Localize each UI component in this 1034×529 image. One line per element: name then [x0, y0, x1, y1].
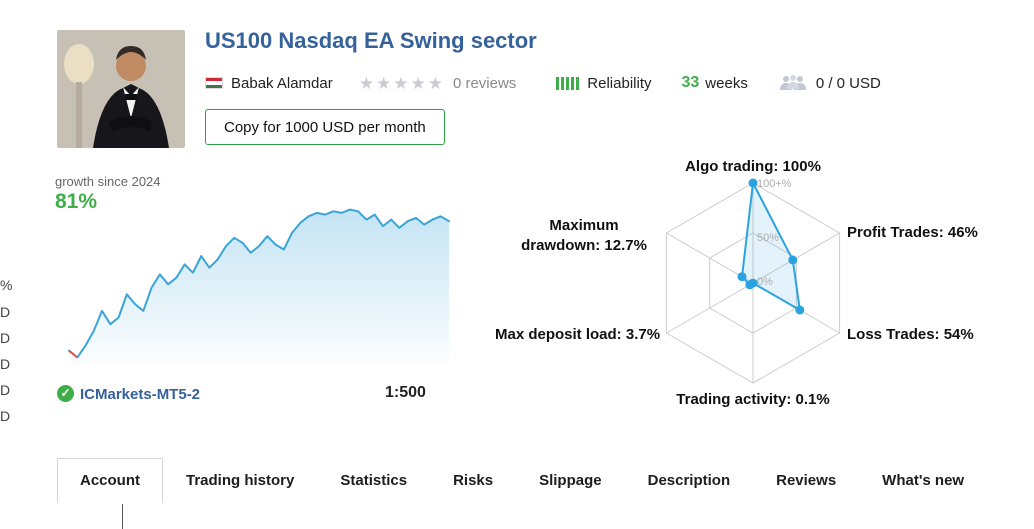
radar-ring-label-50: 50%	[757, 232, 780, 244]
radar-grid	[665, 178, 841, 384]
account-name-link[interactable]: ICMarkets-MT5-2	[80, 386, 201, 403]
funds-value: 0 / 0 USD	[815, 74, 881, 92]
subscribers-icon	[778, 74, 808, 93]
reliability-bars-icon	[556, 76, 581, 90]
cutoff-text-fragment: %	[0, 277, 13, 293]
check-icon: ✓	[57, 385, 74, 402]
radar-label-maximum-drawdown: Maximum drawdown: 12.7%	[521, 217, 647, 255]
cutoff-text-fragment: D	[0, 408, 11, 424]
weeks-label: weeks	[705, 74, 748, 92]
tab-account[interactable]: Account	[57, 458, 163, 503]
radar-label-loss-trades: Loss Trades: 54%	[847, 326, 974, 343]
radar-ring-label-0: 0%	[757, 276, 773, 288]
cutoff-text-fragment: D	[0, 356, 11, 372]
tab-statistics[interactable]: Statistics	[340, 472, 408, 489]
growth-line-chart[interactable]	[45, 198, 455, 364]
tab-trading-history[interactable]: Trading history	[186, 472, 295, 489]
cutoff-text-fragment: D	[0, 304, 11, 320]
tab-description[interactable]: Description	[647, 472, 731, 489]
tab-risks[interactable]: Risks	[453, 472, 494, 489]
leverage-value: 1:500	[385, 384, 426, 401]
tab-reviews[interactable]: Reviews	[776, 472, 837, 489]
tab-slippage[interactable]: Slippage	[539, 472, 602, 489]
growth-value: 81%	[55, 190, 98, 213]
radar-label-max-deposit-load: Max deposit load: 3.7%	[495, 326, 661, 343]
reliability-label: Reliability	[587, 74, 652, 92]
rating-stars: ★★★★★	[358, 73, 445, 93]
growth-caption: growth since 2024	[55, 174, 161, 189]
tab-what-s-new[interactable]: What's new	[882, 472, 965, 489]
cutoff-text-fragment: D	[0, 382, 11, 398]
content-left-border	[122, 504, 123, 529]
distribution-radar-chart: Algo trading: 100% Profit Trades: 46% Lo…	[495, 158, 1015, 420]
radar-label-trading-activity: Trading activity: 0.1%	[676, 391, 830, 408]
author-avatar[interactable]	[57, 30, 185, 148]
radar-label-profit-trades: Profit Trades: 46%	[847, 224, 978, 241]
weeks-value: 33	[681, 74, 700, 91]
copy-signal-button[interactable]: Copy for 1000 USD per month	[205, 109, 445, 145]
reviews-count[interactable]: 0 reviews	[452, 74, 517, 92]
author-name[interactable]: Babak Alamdar	[231, 74, 333, 92]
tab-bar: Account Trading history Statistics Risks Sli…	[57, 458, 987, 503]
page-title: US100 Nasdaq EA Swing sector	[205, 28, 537, 53]
radar-ring-label-100: 100+%	[757, 178, 792, 190]
radar-label-algo-trading: Algo trading: 100%	[685, 158, 821, 175]
signal-info-row: Babak Alamdar ★★★★★ 0 reviews Reliabilit…	[205, 72, 881, 94]
avatar-photo	[57, 30, 185, 148]
hungary-flag-icon	[205, 77, 223, 89]
cutoff-text-fragment: D	[0, 330, 11, 346]
